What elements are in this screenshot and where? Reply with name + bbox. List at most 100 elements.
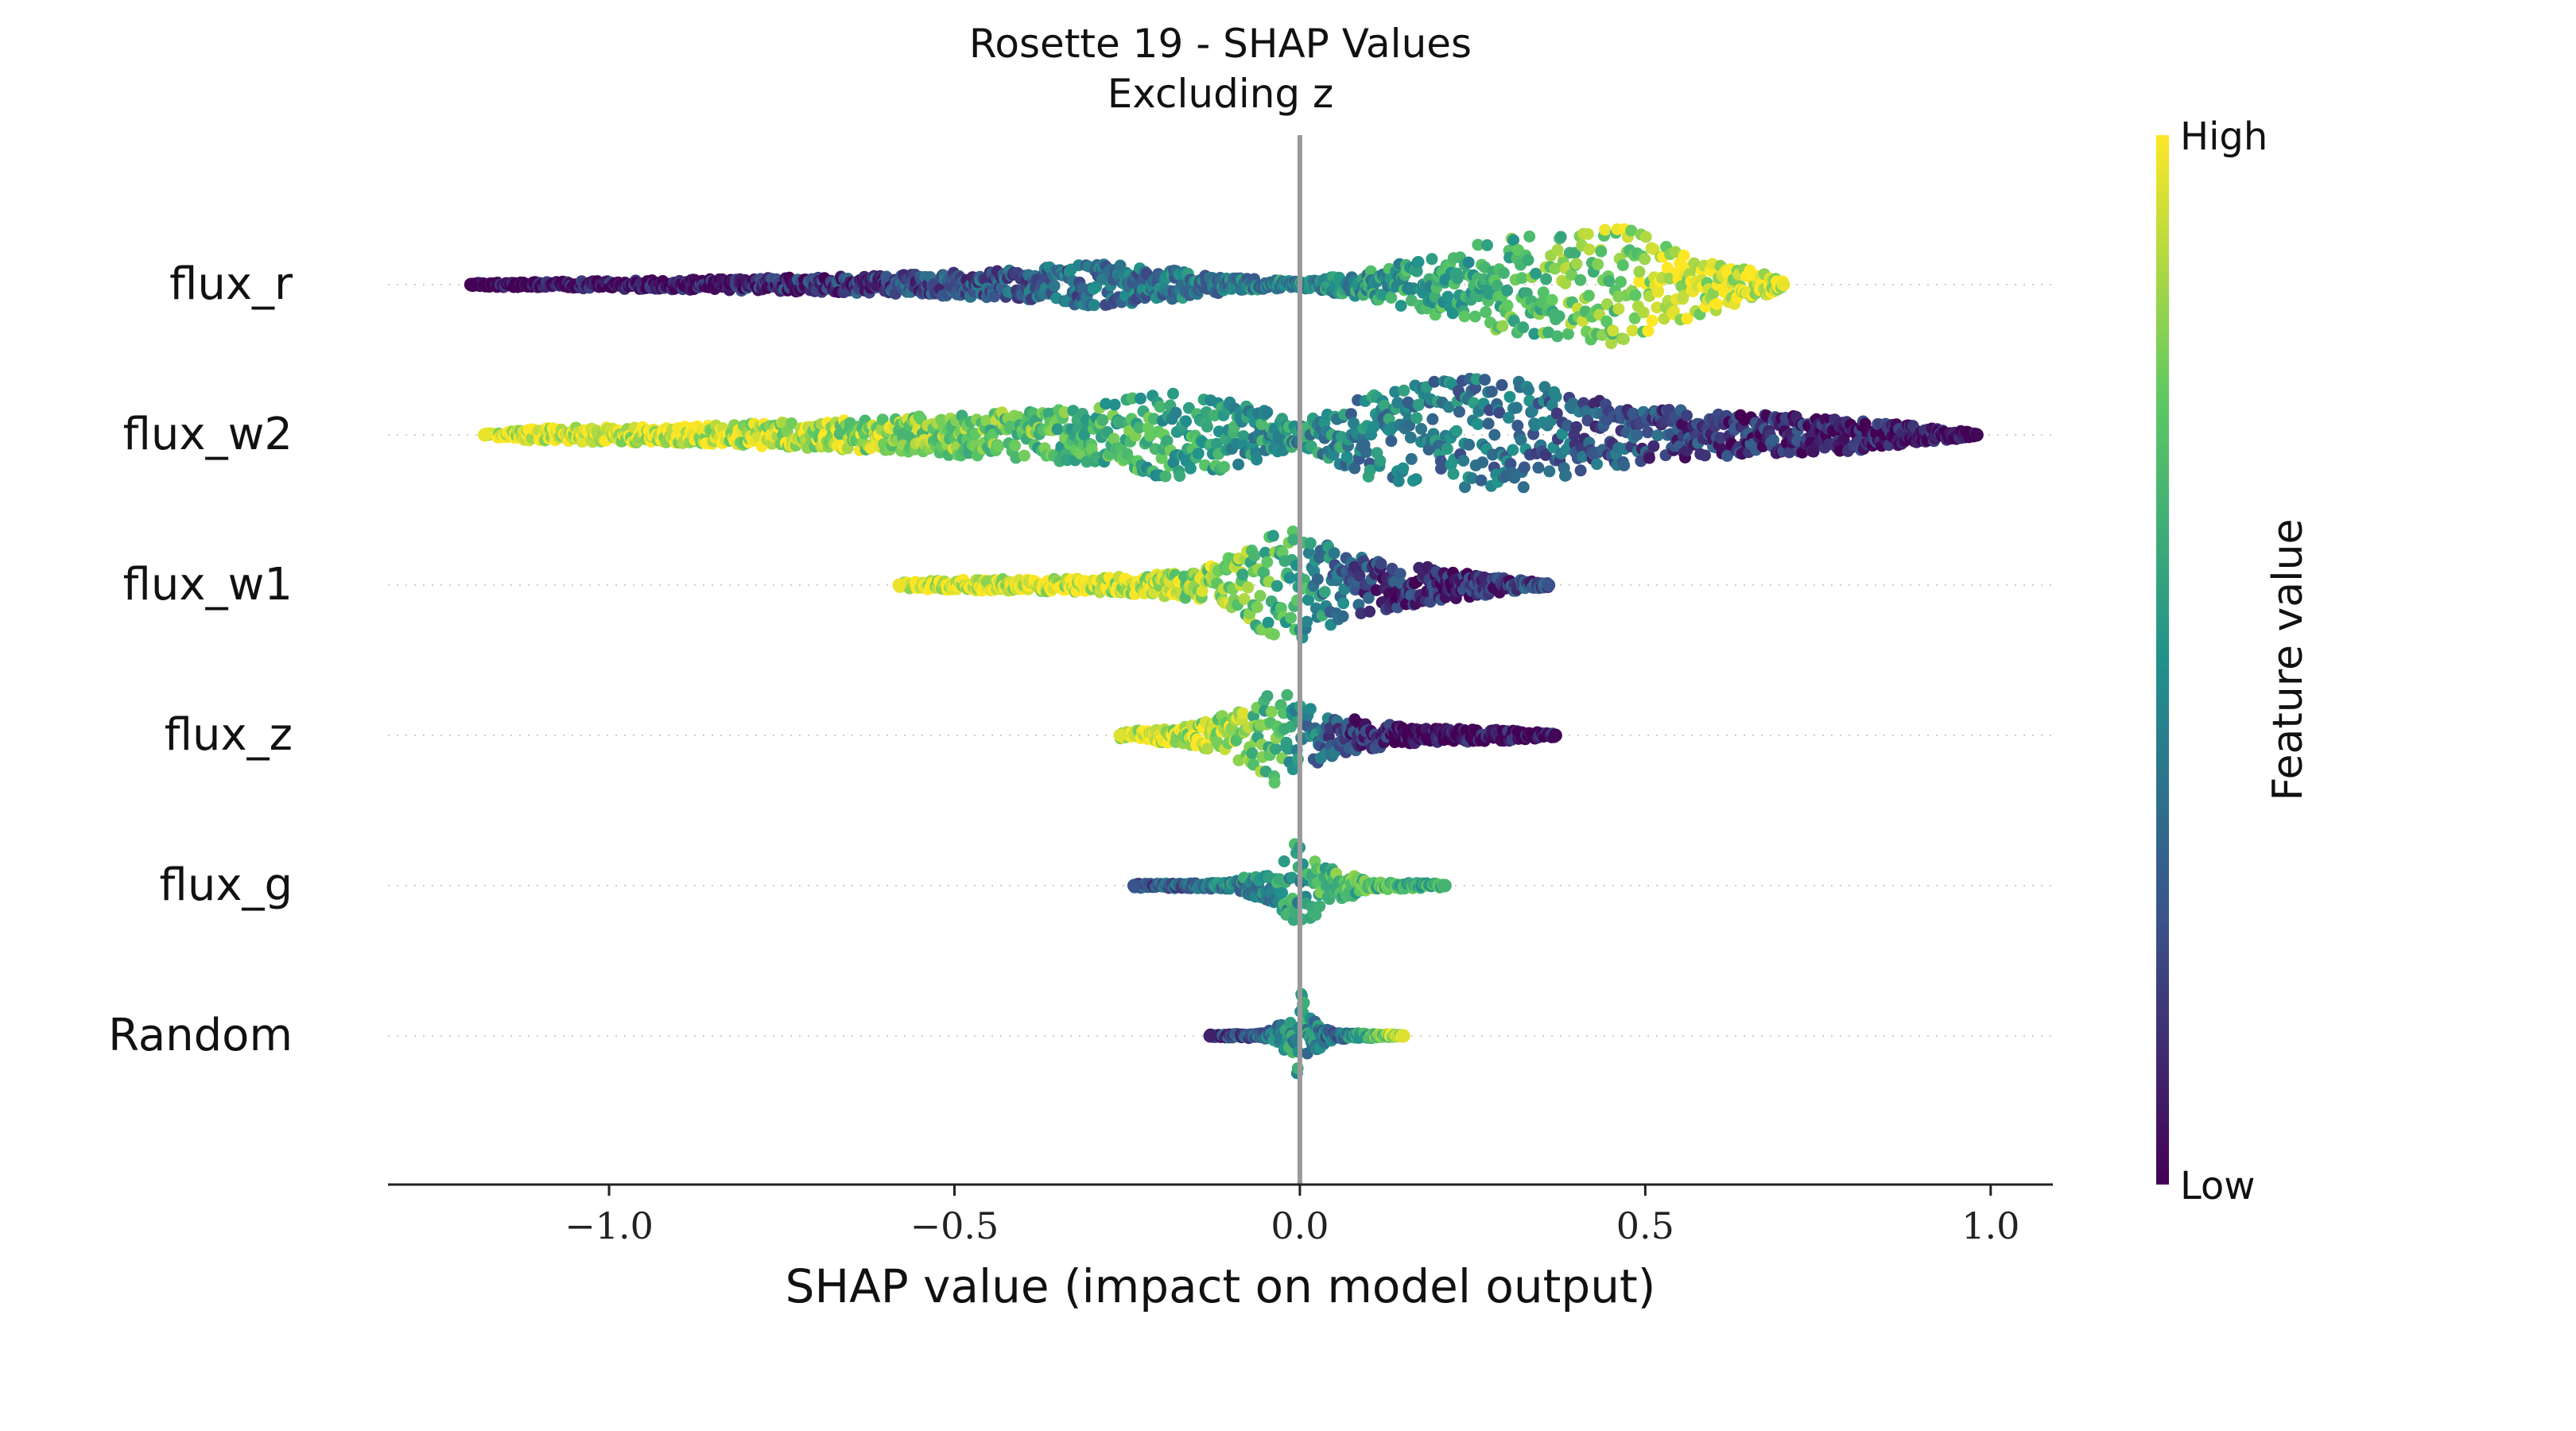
- beeswarm-point: [1540, 273, 1553, 285]
- beeswarm-point: [1174, 470, 1186, 483]
- beeswarm-points: [464, 223, 1984, 1080]
- beeswarm-point: [1969, 428, 1984, 442]
- beeswarm-point: [1135, 392, 1146, 405]
- beeswarm-point: [1468, 310, 1481, 323]
- beeswarm-point: [1170, 406, 1182, 419]
- beeswarm-point: [1441, 443, 1453, 456]
- beeswarm-point: [1479, 374, 1491, 386]
- beeswarm-point: [1328, 547, 1340, 560]
- beeswarm-point: [1405, 452, 1418, 465]
- beeswarm-point: [1528, 328, 1541, 340]
- beeswarm-point: [1397, 462, 1410, 475]
- beeswarm-point: [1192, 447, 1205, 460]
- beeswarm-point: [1232, 458, 1245, 471]
- beeswarm-point: [1618, 459, 1631, 471]
- beeswarm-point: [1639, 253, 1651, 266]
- beeswarm-point: [1472, 418, 1484, 431]
- beeswarm-point: [1108, 398, 1121, 411]
- beeswarm-point: [1491, 280, 1503, 292]
- beeswarm-point: [1018, 449, 1030, 462]
- beeswarm-point: [1276, 886, 1288, 899]
- beeswarm-point: [1462, 256, 1475, 269]
- beeswarm-point: [1410, 412, 1423, 425]
- beeswarm-point: [1113, 728, 1127, 743]
- colorbar-low-label: Low: [2180, 1164, 2256, 1208]
- beeswarm-point: [1313, 900, 1326, 913]
- beeswarm-point: [1248, 549, 1261, 562]
- beeswarm-point: [1637, 306, 1650, 319]
- beeswarm-point: [1458, 310, 1471, 323]
- beeswarm-point: [1364, 605, 1376, 618]
- beeswarm-point: [1517, 481, 1530, 494]
- beeswarm-point: [478, 428, 492, 442]
- beeswarm-point: [1776, 277, 1790, 292]
- beeswarm-point: [1643, 452, 1655, 464]
- beeswarm-point: [1180, 415, 1192, 428]
- beeswarm-point: [1088, 299, 1100, 312]
- beeswarm-point: [1267, 628, 1280, 641]
- beeswarm-point: [1262, 616, 1274, 629]
- beeswarm-point: [1337, 597, 1350, 610]
- beeswarm-point: [1647, 440, 1660, 452]
- beeswarm-point: [1496, 378, 1508, 391]
- beeswarm-point: [1553, 310, 1565, 323]
- x-tick-label: −1.0: [564, 1204, 654, 1247]
- beeswarm-point: [1201, 421, 1213, 433]
- beeswarm-point: [1410, 473, 1422, 486]
- beeswarm-point: [1577, 315, 1589, 328]
- beeswarm-point: [1450, 425, 1463, 437]
- beeswarm-point: [1426, 253, 1438, 266]
- beeswarm-point: [1453, 405, 1465, 418]
- beeswarm-point: [1639, 231, 1652, 243]
- beeswarm-point: [1507, 444, 1519, 456]
- beeswarm-point: [988, 290, 1001, 303]
- beeswarm-point: [1663, 272, 1676, 285]
- beeswarm-point: [1501, 299, 1514, 312]
- beeswarm-point: [1236, 568, 1249, 581]
- beeswarm-point: [1480, 306, 1492, 319]
- beeswarm-point: [1481, 238, 1493, 251]
- beeswarm-point: [1537, 286, 1550, 299]
- beeswarm-point: [1681, 312, 1693, 325]
- beeswarm-point: [1154, 401, 1166, 413]
- beeswarm-point: [1267, 529, 1279, 542]
- feature-guide-lines: [388, 284, 2053, 1037]
- beeswarm-point: [1583, 243, 1596, 256]
- beeswarm-point: [1203, 1029, 1217, 1043]
- beeswarm-point: [1246, 747, 1259, 760]
- beeswarm-point: [1678, 250, 1690, 262]
- beeswarm-point: [1261, 406, 1274, 418]
- beeswarm-point: [1488, 429, 1501, 441]
- beeswarm-point: [1485, 386, 1498, 398]
- beeswarm-point: [1550, 390, 1562, 403]
- beeswarm-point: [1667, 304, 1680, 317]
- beeswarm-point: [1184, 462, 1197, 475]
- beeswarm-point: [1599, 223, 1612, 236]
- beeswarm-point: [1304, 537, 1317, 549]
- beeswarm-point: [1261, 556, 1274, 568]
- beeswarm-point: [1360, 446, 1372, 459]
- beeswarm-point: [1475, 474, 1488, 487]
- x-axis-label: SHAP value (impact on model output): [786, 1259, 1656, 1313]
- beeswarm-point: [1285, 611, 1298, 624]
- beeswarm-point: [1652, 285, 1665, 297]
- beeswarm-point: [1543, 465, 1556, 478]
- beeswarm-point: [1625, 224, 1638, 237]
- beeswarm-point: [1603, 275, 1616, 288]
- beeswarm-point: [1549, 262, 1562, 275]
- colorbar-high-label: High: [2180, 114, 2268, 159]
- beeswarm-point: [1364, 265, 1377, 277]
- beeswarm-point: [1395, 300, 1407, 312]
- beeswarm-point: [1542, 326, 1554, 339]
- beeswarm-point: [1236, 707, 1249, 719]
- beeswarm-point: [1251, 601, 1263, 614]
- beeswarm-point: [1523, 231, 1536, 242]
- beeswarm-point: [1551, 243, 1564, 256]
- beeswarm-point: [1311, 573, 1324, 586]
- beeswarm-point: [1699, 449, 1711, 462]
- beeswarm-point: [1515, 272, 1528, 285]
- beeswarm-point: [1523, 384, 1534, 396]
- beeswarm-point: [1441, 290, 1454, 303]
